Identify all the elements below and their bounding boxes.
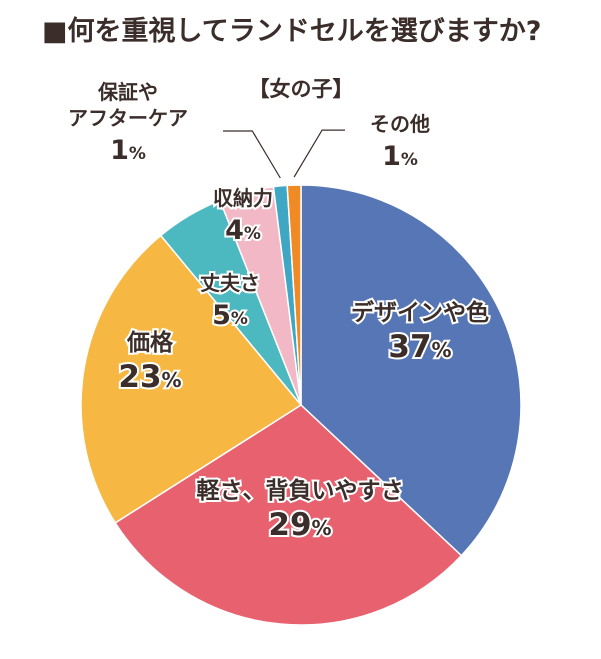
slice-label: デザインや色 bbox=[351, 299, 489, 326]
pie-slice bbox=[286, 184, 302, 406]
slice-label: 丈夫さ bbox=[200, 271, 260, 295]
slice-value-label: 4% bbox=[225, 215, 261, 246]
slice-value-label: 29% bbox=[268, 507, 331, 543]
pie-slices bbox=[80, 184, 522, 626]
leader-line bbox=[223, 130, 281, 179]
chart-subtitle: 【女の子】 bbox=[249, 77, 354, 101]
slice-label: 軽さ、背負いやすさ bbox=[197, 477, 404, 504]
slice-labels: デザインや色 37% 軽さ、背負いやすさ 29% 価格 23% 丈夫さ 5% 収納力 4% 保証やア… bbox=[66, 78, 491, 545]
chart-title: ■何を重視してランドセルを選びますか? bbox=[42, 16, 541, 47]
slice-value-label: 1% bbox=[110, 135, 146, 166]
pie-slice bbox=[114, 404, 463, 626]
slice-label: 価格 bbox=[126, 329, 174, 356]
slice-value-label: 37% bbox=[388, 329, 451, 365]
pie-slice bbox=[80, 234, 303, 524]
slice-label: アフターケア bbox=[68, 106, 188, 130]
slice-value-label: 5% bbox=[212, 300, 248, 331]
leader-line bbox=[293, 129, 345, 178]
slice-label: 収納力 bbox=[213, 186, 273, 210]
slice-value-label: 1% bbox=[382, 141, 418, 172]
slice-value-label: 23% bbox=[118, 359, 181, 395]
slice-label: 保証や bbox=[97, 80, 158, 104]
leader-lines bbox=[223, 129, 345, 179]
slice-label: その他 bbox=[370, 112, 430, 136]
pie-slice bbox=[300, 184, 522, 557]
